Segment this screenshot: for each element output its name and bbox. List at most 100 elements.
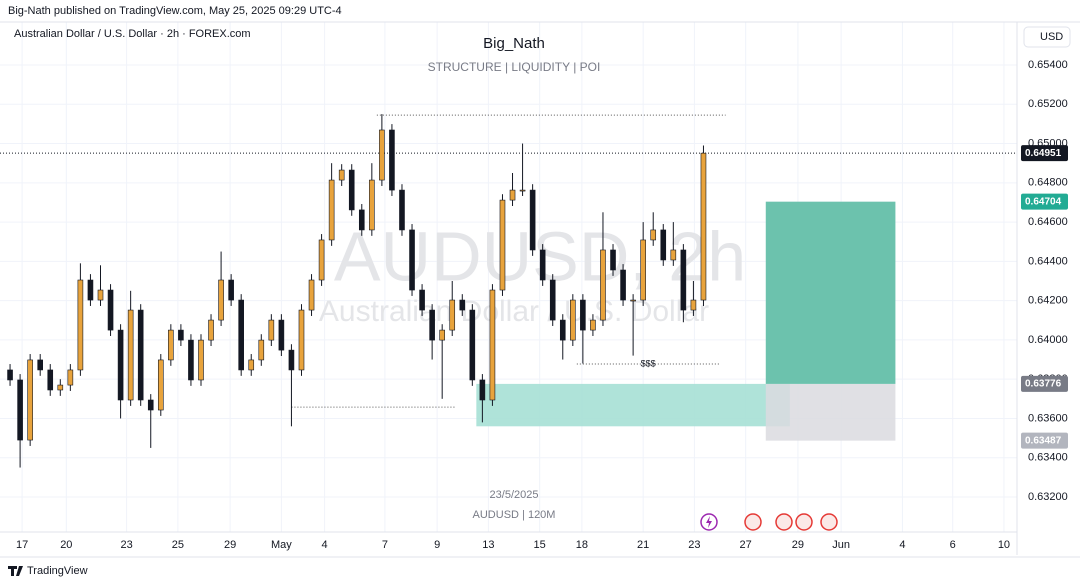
x-tick-label: 21 — [637, 539, 649, 551]
candle-body — [439, 329, 445, 341]
candle-body — [308, 279, 315, 311]
price-tag — [1021, 432, 1068, 449]
candle-body — [419, 289, 425, 311]
currency-button[interactable] — [1023, 26, 1071, 48]
candle-body — [369, 179, 375, 231]
candle-body — [348, 169, 355, 211]
candle-body — [610, 249, 616, 271]
x-tick-label: 6 — [950, 539, 956, 551]
x-tick-label: 29 — [224, 539, 236, 551]
x-tick-label: 29 — [792, 539, 804, 551]
y-tick-label: 0.64000 — [1028, 334, 1068, 346]
event-icon[interactable] — [744, 513, 762, 531]
candle-body — [549, 279, 556, 321]
event-icon[interactable] — [775, 513, 793, 531]
candle-body — [67, 369, 74, 386]
candle-body — [620, 269, 626, 301]
candle-body — [539, 249, 546, 281]
candle-body — [47, 369, 54, 391]
candle-body — [379, 129, 385, 181]
footer-brand: TradingView — [27, 565, 88, 577]
event-icons — [700, 513, 838, 531]
candle-body — [690, 299, 697, 311]
demand-zone — [476, 383, 790, 427]
y-tick-label: 0.65400 — [1028, 59, 1068, 71]
candle-body — [660, 229, 667, 261]
publisher: Big-Nath published on TradingView.com, M… — [8, 5, 342, 17]
candle-body — [479, 379, 486, 401]
candle-body — [449, 299, 456, 331]
x-tick-label: 20 — [60, 539, 72, 551]
candle-body — [509, 189, 516, 201]
candle-body — [590, 319, 596, 331]
candle-body — [7, 369, 13, 381]
x-tick-label: 10 — [998, 539, 1010, 551]
drawings: $$$ — [0, 114, 1017, 441]
candle-body — [188, 339, 194, 381]
candle-body — [37, 359, 43, 371]
candle-body — [77, 279, 84, 371]
candle-body — [298, 309, 305, 371]
candle-body — [248, 359, 255, 371]
candle-body — [559, 319, 566, 341]
event-icon-glyph — [706, 516, 712, 528]
candle-body — [409, 229, 415, 291]
x-tick-label: 15 — [534, 539, 546, 551]
candle-body — [238, 299, 244, 371]
candle-body — [700, 152, 707, 301]
candle-body — [338, 169, 345, 181]
candle-body — [630, 299, 636, 302]
x-tick-label: 27 — [740, 539, 752, 551]
candle-body — [268, 319, 275, 341]
y-tick-label: 0.64200 — [1028, 295, 1068, 307]
candle-body — [127, 309, 134, 401]
x-tick-label: May — [271, 539, 292, 551]
candle-body — [107, 289, 114, 331]
candle-body — [499, 199, 506, 291]
chart-title: Big_Nath — [483, 35, 545, 52]
y-tick-label: 0.64600 — [1028, 216, 1068, 228]
candle-body — [17, 379, 23, 441]
x-tick-label: 9 — [434, 539, 440, 551]
price-tag-label: 0.63487 — [1025, 435, 1062, 446]
y-tick-label: 0.63400 — [1028, 452, 1068, 464]
liquidity-label: $$$ — [641, 358, 656, 368]
price-tag-label: 0.64951 — [1025, 148, 1062, 159]
event-icon[interactable] — [820, 513, 838, 531]
watermark-name: Australian Dollar / U.S. Dollar — [319, 295, 709, 328]
candle-body — [670, 249, 677, 261]
candle-body — [288, 349, 295, 371]
x-tick-label: 23 — [688, 539, 700, 551]
candle-body — [178, 329, 184, 341]
y-tick-label: 0.65200 — [1028, 98, 1068, 110]
candle-body — [600, 249, 606, 321]
x-tick-label: 18 — [576, 539, 588, 551]
x-tick-label: 25 — [172, 539, 184, 551]
y-tick-label: 0.64400 — [1028, 255, 1068, 267]
candle-body — [489, 289, 496, 401]
price-tag — [1021, 145, 1068, 162]
x-tick-label: 17 — [16, 539, 28, 551]
candle-body — [278, 319, 285, 351]
currency: USD — [1040, 31, 1063, 43]
candle-body — [459, 299, 466, 311]
price-tag — [1021, 193, 1068, 210]
event-icon[interactable] — [795, 513, 813, 531]
logo — [8, 566, 23, 576]
price-axis: 0.632000.634000.636000.638000.640000.642… — [16, 59, 1068, 551]
x-tick-label: Jun — [832, 539, 850, 551]
candles — [7, 114, 707, 468]
x-tick-label: 4 — [899, 539, 905, 551]
candle-body — [57, 384, 64, 391]
candle-body — [570, 299, 576, 341]
candle-body — [389, 129, 395, 191]
candle-body — [318, 239, 325, 281]
candle-body — [358, 209, 365, 231]
candle-body — [208, 319, 214, 341]
position-profit — [765, 201, 896, 384]
candle-body — [218, 279, 224, 321]
candle-body — [147, 399, 154, 411]
grid — [0, 22, 1017, 532]
x-tick-label: 13 — [482, 539, 494, 551]
